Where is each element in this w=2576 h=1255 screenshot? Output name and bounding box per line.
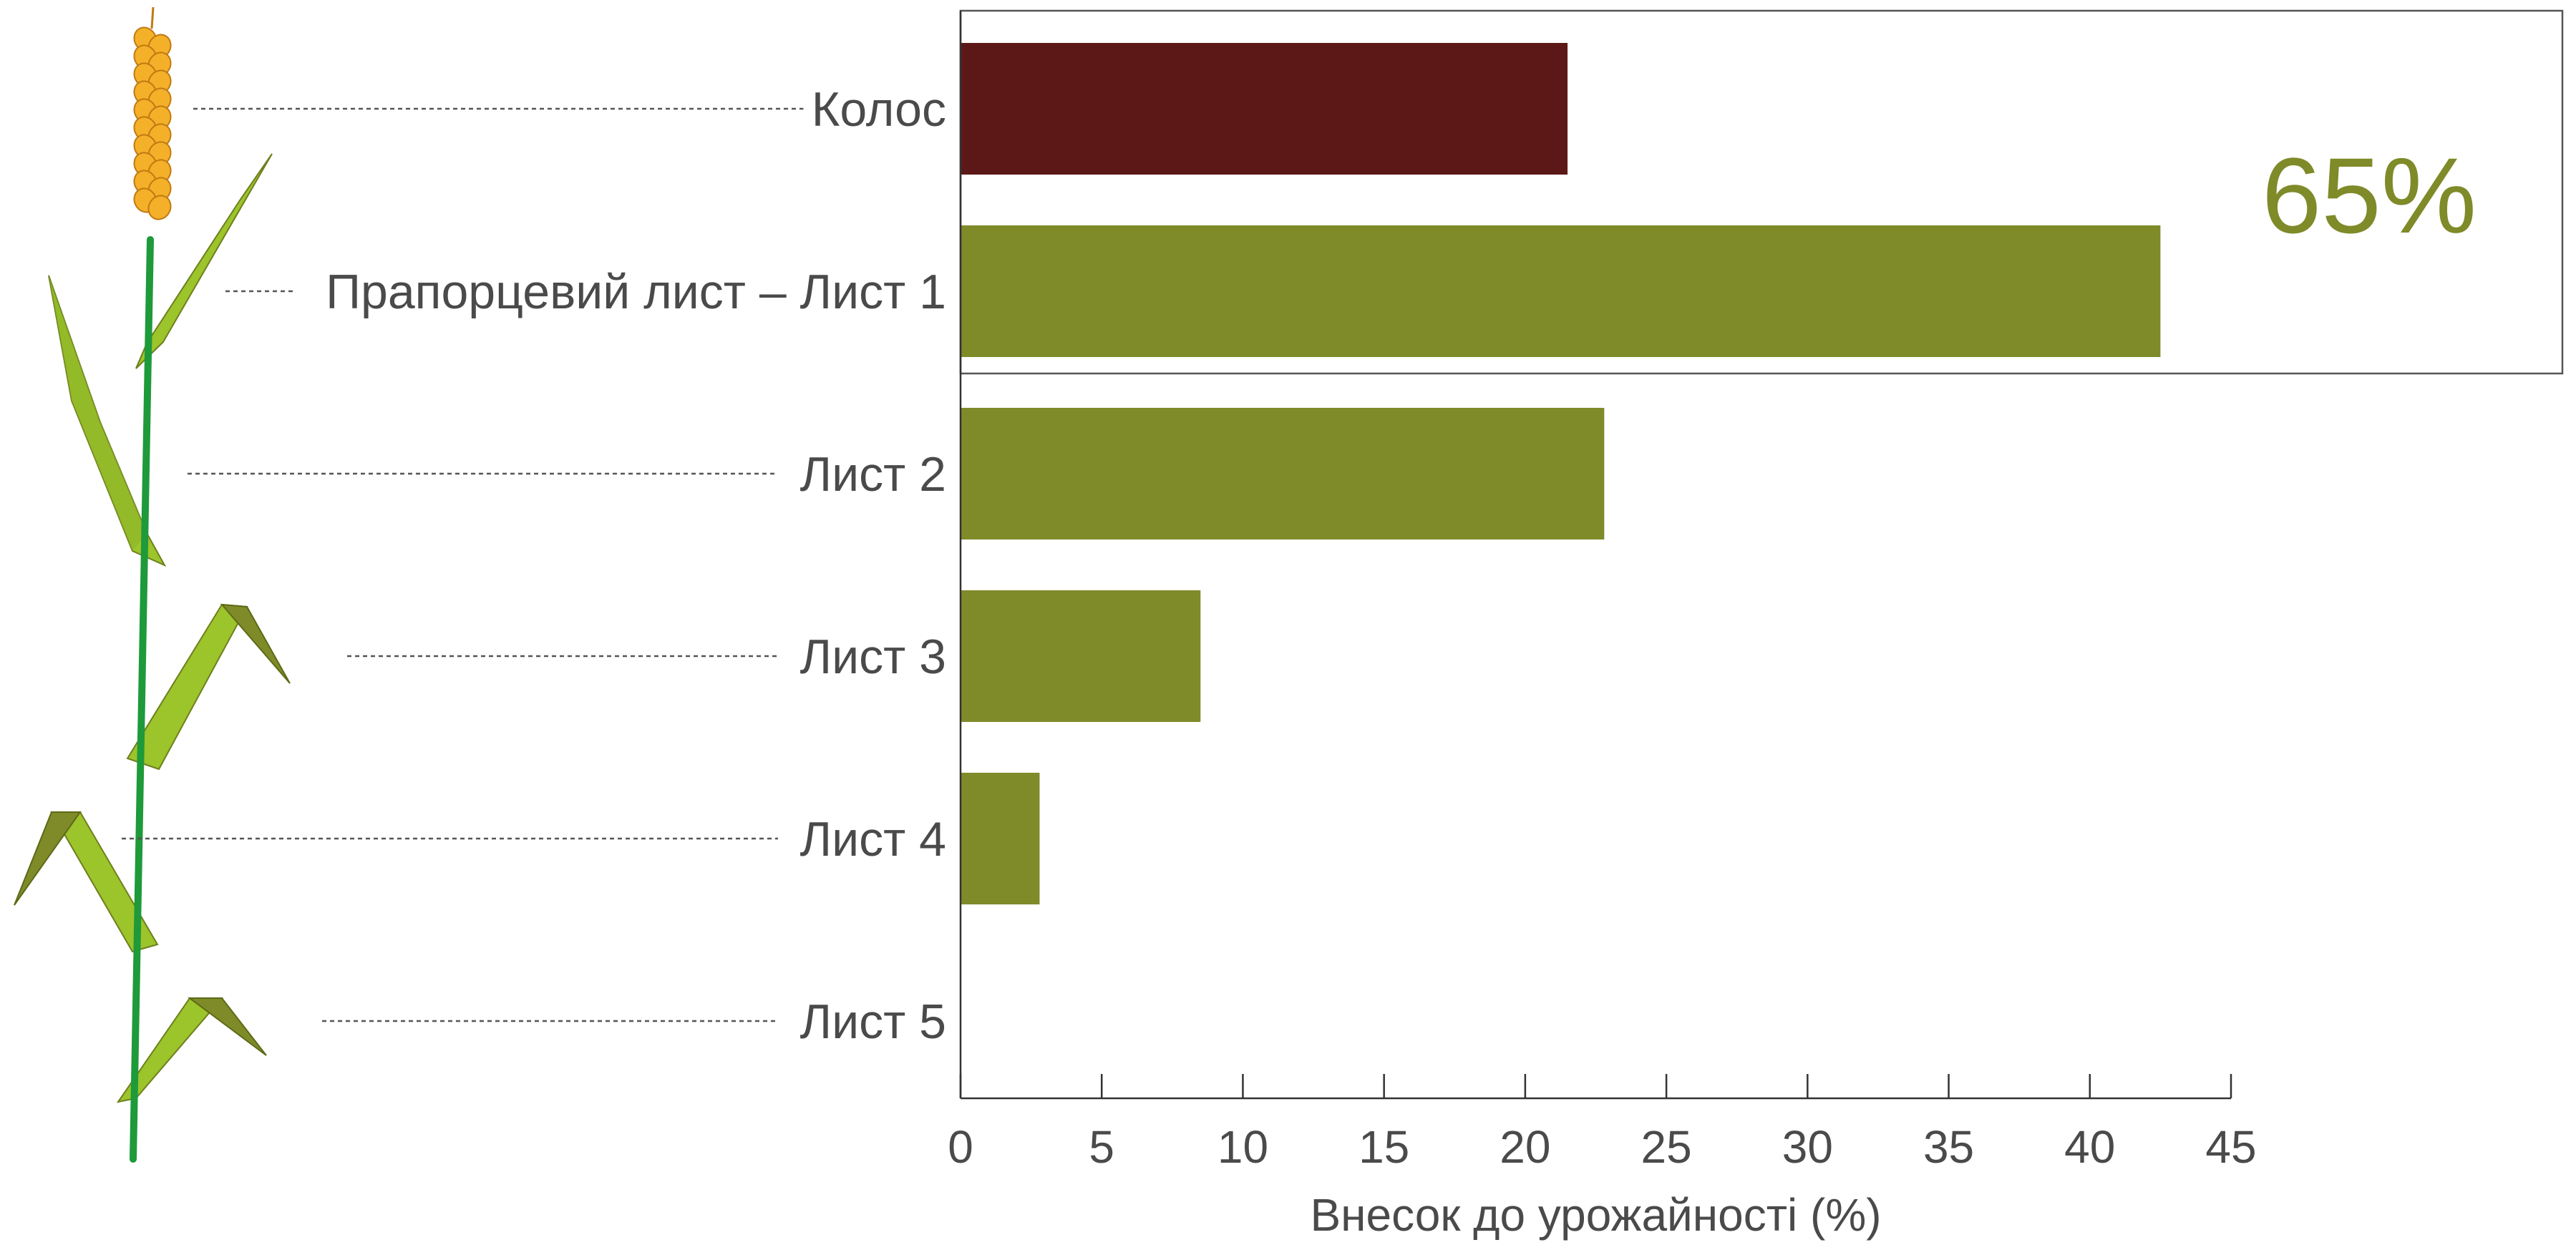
x-tick-label: 40 [2064, 1121, 2115, 1173]
wheat-plant-icon [14, 6, 291, 1163]
wheat-ear [133, 6, 172, 220]
category-label: Лист 5 [800, 995, 946, 1049]
x-tick-label: 20 [1500, 1121, 1550, 1173]
grain [147, 195, 172, 220]
bar [961, 225, 2161, 357]
stem [130, 236, 154, 1163]
x-tick-label: 10 [1217, 1121, 1268, 1173]
category-label: Прапорцевий лист – Лист 1 [326, 265, 946, 319]
category-label: Лист 2 [800, 447, 946, 502]
bar [961, 773, 1040, 904]
x-tick-label: 5 [1089, 1121, 1114, 1173]
x-tick-label: 15 [1359, 1121, 1409, 1173]
bar [961, 43, 1568, 175]
category-label: Колос [812, 82, 946, 137]
category-labels: Колос Прапорцевий лист – Лист 1 Лист 2 Лист… [326, 82, 946, 1049]
bars [961, 43, 2161, 904]
annotation-65-percent: 65% [2262, 135, 2477, 255]
bar [961, 408, 1605, 539]
leaf-flag-right [135, 153, 273, 369]
x-tick-label: 25 [1641, 1121, 1692, 1173]
x-tick-label: 0 [948, 1121, 973, 1173]
bar [961, 590, 1201, 722]
x-tick-label: 45 [2205, 1121, 2256, 1173]
x-tick-label: 35 [1923, 1121, 1974, 1173]
leader-lines [122, 107, 804, 1022]
awn [150, 6, 155, 29]
x-axis-label: Внесок до урожайності (%) [1310, 1189, 1881, 1241]
category-label: Лист 3 [800, 630, 946, 684]
x-axis-ticks: 0 5 10 15 20 25 30 35 40 45 [948, 1074, 2257, 1173]
x-tick-label: 30 [1782, 1121, 1833, 1173]
category-label: Лист 4 [800, 812, 946, 866]
